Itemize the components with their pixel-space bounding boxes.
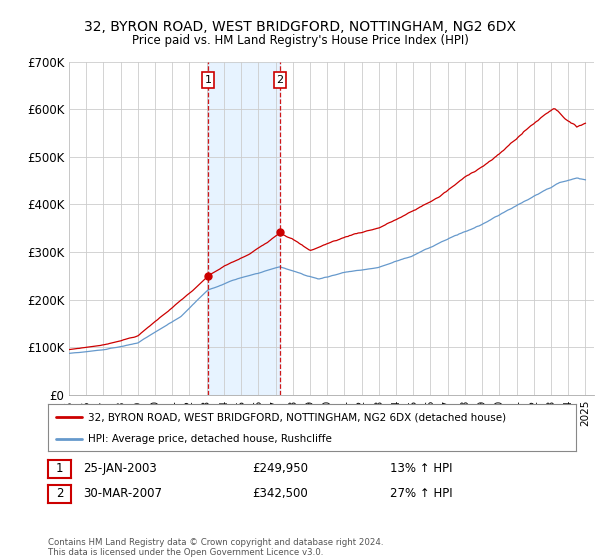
Text: 13% ↑ HPI: 13% ↑ HPI [390, 462, 452, 475]
Text: £249,950: £249,950 [252, 462, 308, 475]
Text: Price paid vs. HM Land Registry's House Price Index (HPI): Price paid vs. HM Land Registry's House … [131, 34, 469, 46]
Text: £342,500: £342,500 [252, 487, 308, 501]
Text: 27% ↑ HPI: 27% ↑ HPI [390, 487, 452, 501]
Text: 30-MAR-2007: 30-MAR-2007 [83, 487, 162, 501]
Text: 32, BYRON ROAD, WEST BRIDGFORD, NOTTINGHAM, NG2 6DX (detached house): 32, BYRON ROAD, WEST BRIDGFORD, NOTTINGH… [88, 412, 506, 422]
Text: 32, BYRON ROAD, WEST BRIDGFORD, NOTTINGHAM, NG2 6DX: 32, BYRON ROAD, WEST BRIDGFORD, NOTTINGH… [84, 20, 516, 34]
Text: 2: 2 [56, 487, 63, 501]
Text: 1: 1 [56, 462, 63, 475]
Text: 1: 1 [205, 75, 211, 85]
Text: 25-JAN-2003: 25-JAN-2003 [83, 462, 157, 475]
Text: HPI: Average price, detached house, Rushcliffe: HPI: Average price, detached house, Rush… [88, 434, 331, 444]
Text: 2: 2 [276, 75, 283, 85]
Bar [208, 62, 280, 395]
Text: Contains HM Land Registry data © Crown copyright and database right 2024.
This d: Contains HM Land Registry data © Crown c… [48, 538, 383, 557]
